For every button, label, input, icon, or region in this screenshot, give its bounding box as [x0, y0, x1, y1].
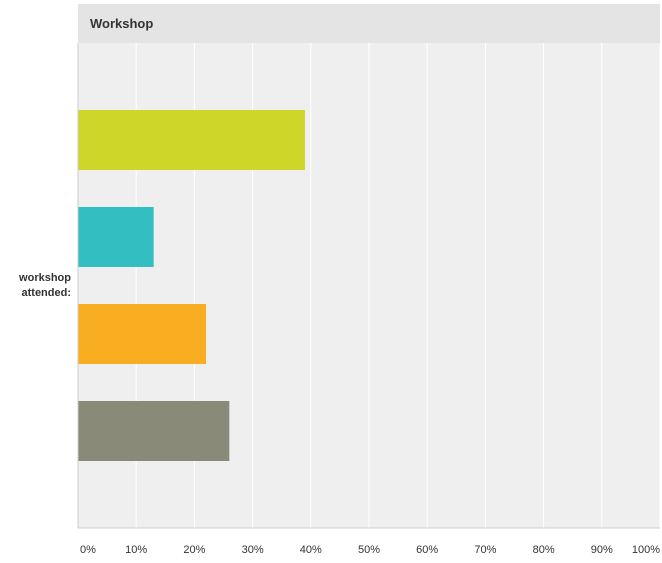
bar	[78, 207, 154, 267]
x-tick-label: 0%	[80, 544, 96, 556]
x-tick-label: 100%	[632, 544, 660, 556]
x-tick-label: 40%	[300, 544, 322, 556]
x-tick-labels: 0% 10% 20% 30% 40% 50% 60% 70% 80% 90% 100%	[80, 544, 660, 556]
bars	[78, 110, 305, 461]
row-label-line-1: workshop	[18, 272, 71, 284]
legend-header-band	[78, 4, 660, 43]
x-tick-label: 60%	[416, 544, 438, 556]
x-tick-label: 30%	[242, 544, 264, 556]
x-tick-label: 10%	[125, 544, 147, 556]
x-tick-label: 20%	[183, 544, 205, 556]
x-tick-label: 70%	[474, 544, 496, 556]
x-tick-label: 80%	[533, 544, 555, 556]
chart-title: Workshop	[90, 16, 153, 31]
bar	[78, 110, 305, 170]
bar	[78, 304, 207, 364]
x-tick-label: 50%	[358, 544, 380, 556]
bar	[78, 401, 230, 461]
x-tick-label: 90%	[591, 544, 613, 556]
row-label-line-2: attended:	[22, 287, 72, 299]
